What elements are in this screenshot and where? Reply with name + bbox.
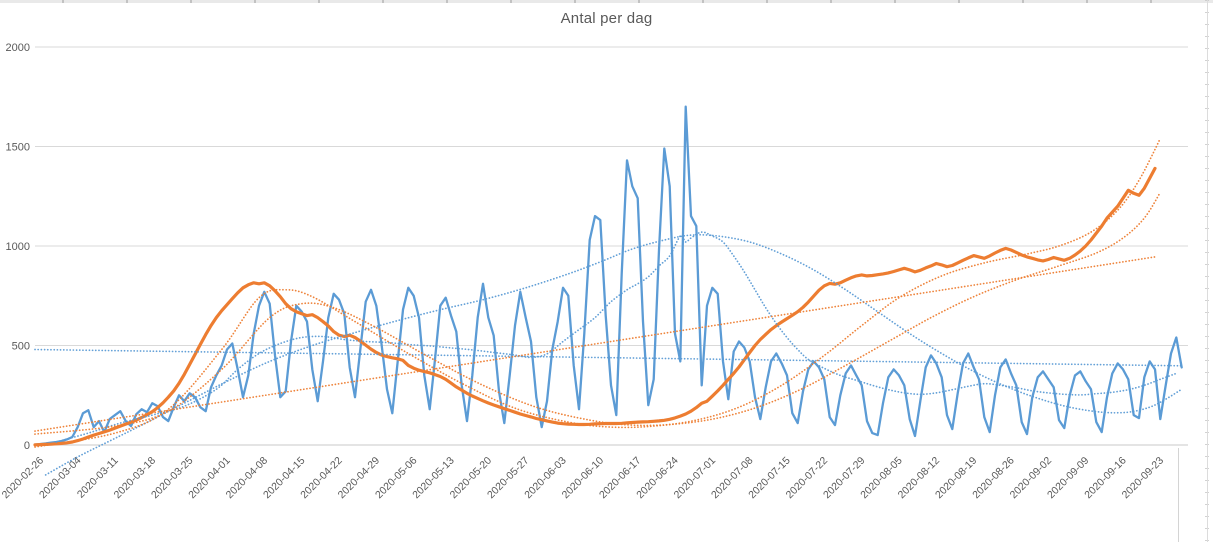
y-axis-label: 2000: [6, 42, 30, 54]
y-axis-label: 1500: [6, 142, 30, 154]
y-axis-label: 1000: [6, 241, 30, 253]
series-smoothed-average-orange[interactable]: [33, 166, 1157, 447]
sheet-column-divider: [1178, 448, 1179, 542]
sheet-column-border: [0, 0, 1213, 3]
series-trend-blue-polynomial[interactable]: [44, 233, 1183, 476]
series-daily-count-blue[interactable]: [33, 105, 1183, 446]
series-trend-orange-polynomial-1[interactable]: [34, 137, 1162, 448]
series-trend-blue-linear[interactable]: [34, 348, 1183, 367]
series-trend-orange-polynomial-2[interactable]: [34, 191, 1162, 435]
series-trend-orange-linear[interactable]: [34, 256, 1156, 432]
series-trend-blue-moving-average[interactable]: [55, 231, 1178, 443]
y-axis-label: 0: [24, 440, 30, 452]
sheet-gridline-vertical: [1207, 0, 1208, 542]
chart-title: Antal per dag: [560, 10, 653, 27]
y-axis-label: 500: [12, 341, 30, 353]
